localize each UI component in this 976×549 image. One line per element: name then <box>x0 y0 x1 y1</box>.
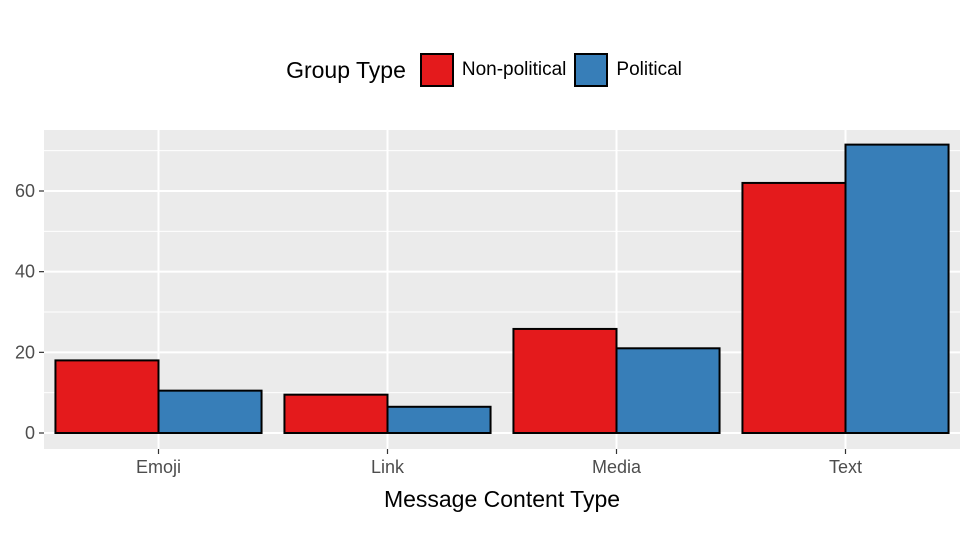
bars <box>54 143 950 434</box>
x-tick-label: Emoji <box>136 457 181 477</box>
legend-item-non-political: Non-political <box>419 53 567 87</box>
legend-swatch-non-political <box>419 53 454 87</box>
bar-political-link <box>386 405 492 434</box>
bar-political-media <box>615 347 721 434</box>
y-tick-label: 40 <box>15 262 35 282</box>
bar-non-political-emoji <box>54 359 160 434</box>
bar-political-text <box>844 143 950 434</box>
bar-non-political-media <box>512 327 618 434</box>
legend-title: Group Type <box>286 56 406 83</box>
axes: 0 20 40 60 Emoji Link Media Text <box>15 181 862 477</box>
legend: Group Type Non-political Political <box>0 48 976 92</box>
y-tick-label: 0 <box>25 423 35 443</box>
x-axis-title: Message Content Type <box>384 486 620 512</box>
legend-item-political: Political <box>574 53 682 87</box>
y-tick-label: 60 <box>15 181 35 201</box>
x-tick-label: Media <box>592 457 642 477</box>
bar-non-political-text <box>741 181 847 434</box>
x-tick-label: Link <box>371 457 405 477</box>
bar-non-political-link <box>283 393 389 434</box>
bar-political-emoji <box>157 389 263 434</box>
y-tick-label: 20 <box>15 342 35 362</box>
x-tick-label: Text <box>829 457 862 477</box>
legend-swatch-political <box>574 53 609 87</box>
legend-label-non-political: Non-political <box>461 59 567 80</box>
legend-label-political: Political <box>616 59 682 80</box>
